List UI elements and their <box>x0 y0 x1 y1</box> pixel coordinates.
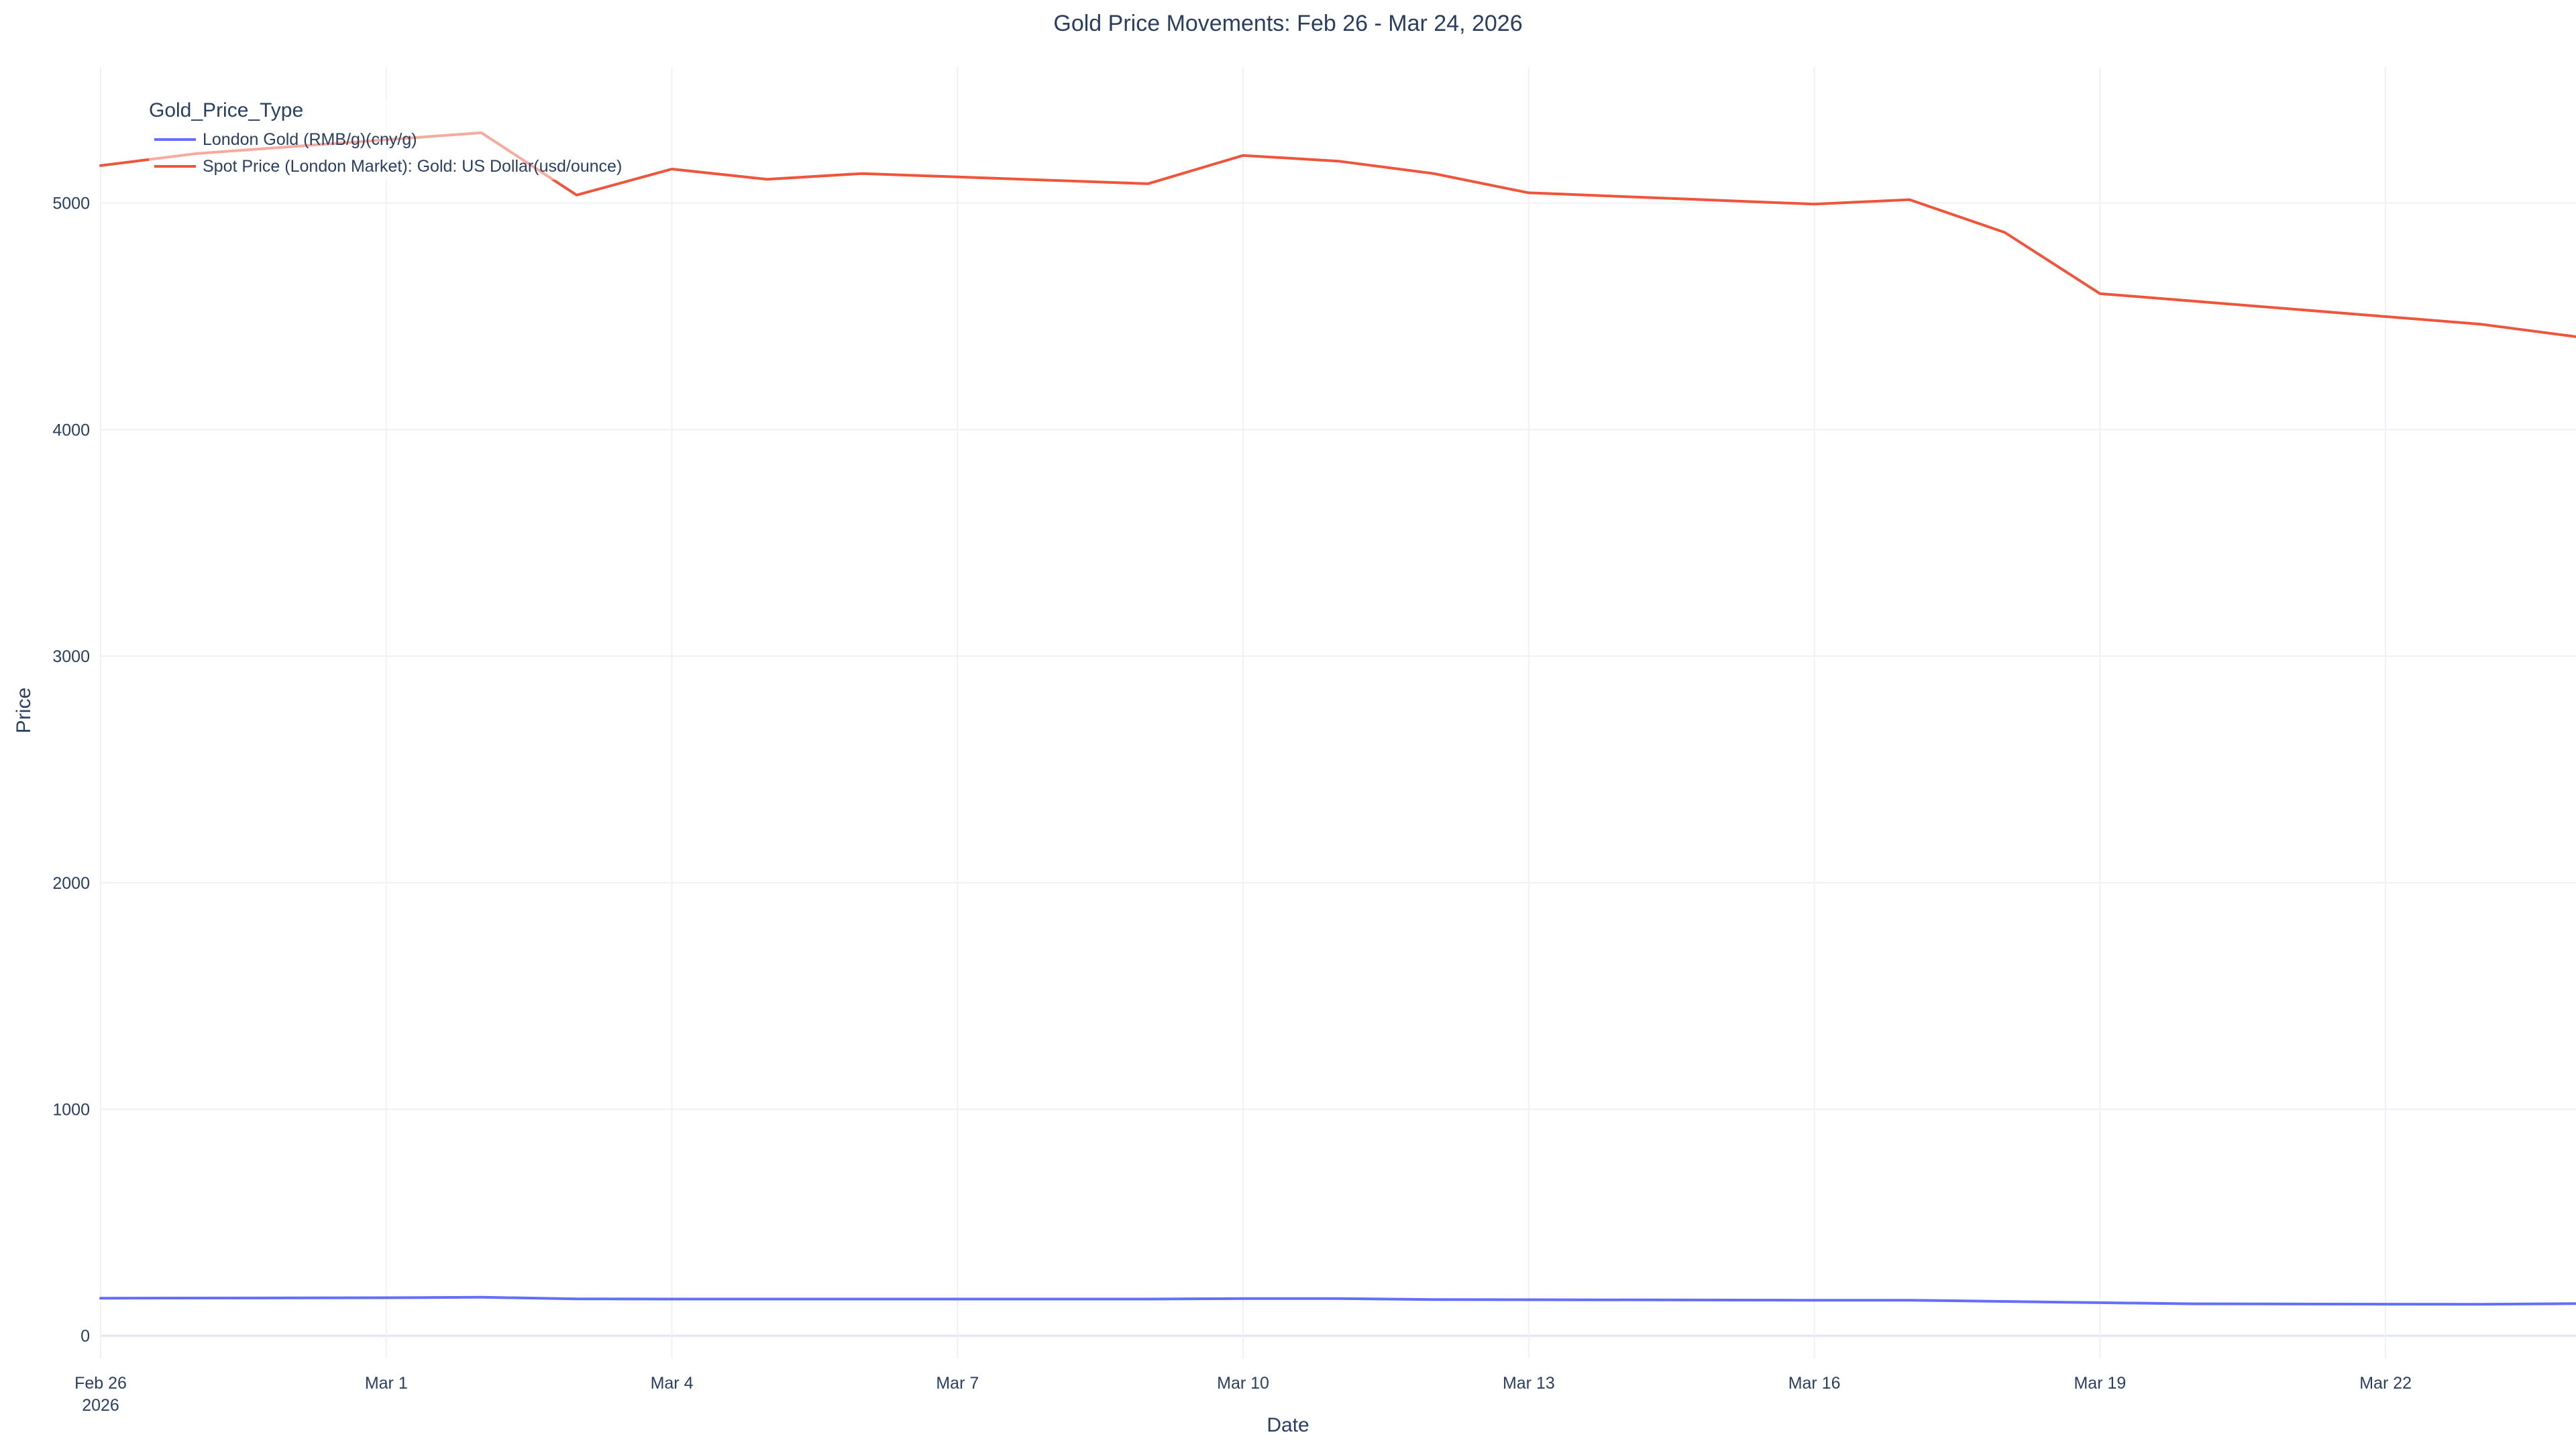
x-tick-label: Mar 13 <box>1503 1374 1555 1393</box>
grid-layer <box>100 67 2576 1358</box>
data-point[interactable] <box>99 164 103 168</box>
legend: Gold_Price_Type London Gold (RMB/g)(cny/… <box>149 99 623 180</box>
legend-swatch-london-gold <box>154 138 196 141</box>
data-point[interactable] <box>670 167 674 171</box>
y-tick-label: 0 <box>80 1327 90 1346</box>
data-point[interactable] <box>1432 1297 1436 1301</box>
x-tick-label: Mar 16 <box>1788 1374 1841 1393</box>
series-line-0[interactable] <box>99 1295 2576 1306</box>
y-tick-label: 4000 <box>52 421 90 439</box>
data-point[interactable] <box>670 1297 674 1301</box>
y-tick-label: 5000 <box>52 195 90 213</box>
data-point[interactable] <box>1527 191 1531 195</box>
data-point[interactable] <box>1241 1297 1245 1301</box>
x-tick-label: Mar 7 <box>936 1374 979 1393</box>
data-point[interactable] <box>1432 172 1436 176</box>
data-point[interactable] <box>2098 292 2102 296</box>
data-point[interactable] <box>575 1297 579 1301</box>
data-point[interactable] <box>1813 202 1817 206</box>
x-tick-label: Mar 4 <box>651 1374 694 1393</box>
x-tick-label: Feb 26 <box>74 1374 127 1393</box>
data-point[interactable] <box>1146 182 1150 186</box>
tick-layer: 0 1000 2000 3000 4000 5000 Feb 26 2026 Mar 1 Mar … <box>52 195 2412 1415</box>
x-tick-label: Mar 1 <box>365 1374 408 1393</box>
data-point[interactable] <box>2193 1302 2197 1306</box>
legend-label-london-gold: London Gold (RMB/g)(cny/g) <box>203 129 417 149</box>
x-tick-label: Mar 10 <box>1217 1374 1269 1393</box>
chart-title: Gold Price Movements: Feb 26 - Mar 24, 2… <box>1053 11 1523 36</box>
y-tick-label: 2000 <box>52 874 90 893</box>
data-point[interactable] <box>575 193 579 197</box>
series-layer <box>99 131 2576 1306</box>
data-point[interactable] <box>480 1295 484 1299</box>
legend-item[interactable]: London Gold (RMB/g)(cny/g) <box>149 126 622 153</box>
data-point[interactable] <box>1336 159 1340 163</box>
data-point[interactable] <box>1908 1298 1912 1302</box>
y-tick-label: 1000 <box>52 1101 90 1120</box>
x-tick-label: Mar 19 <box>2074 1374 2126 1393</box>
data-point[interactable] <box>2479 322 2483 326</box>
legend-title: Gold_Price_Type <box>149 99 304 121</box>
x-axis-title: Date <box>1267 1414 1309 1436</box>
data-point[interactable] <box>765 177 769 181</box>
data-point[interactable] <box>2479 1302 2483 1306</box>
y-axis-title: Price <box>13 687 35 734</box>
x-tick-sublabel: 2026 <box>82 1396 119 1415</box>
data-point[interactable] <box>1146 1297 1150 1301</box>
legend-item[interactable]: Spot Price (London Market): Gold: US Dol… <box>149 153 622 180</box>
data-point[interactable] <box>384 1295 388 1299</box>
data-point[interactable] <box>1241 154 1245 158</box>
data-point[interactable] <box>2002 231 2006 235</box>
legend-swatch-spot-price <box>154 165 196 168</box>
series-line-1[interactable] <box>99 131 2576 338</box>
y-tick-label: 3000 <box>52 647 90 666</box>
legend-label-spot-price: Spot Price (London Market): Gold: US Dol… <box>203 156 623 176</box>
x-tick-label: Mar 22 <box>2359 1374 2412 1393</box>
data-point[interactable] <box>2098 1301 2102 1305</box>
data-point[interactable] <box>99 1296 103 1300</box>
data-point[interactable] <box>1813 1298 1817 1302</box>
data-point[interactable] <box>1908 198 1912 202</box>
data-point[interactable] <box>860 172 864 176</box>
data-point[interactable] <box>1336 1297 1340 1301</box>
